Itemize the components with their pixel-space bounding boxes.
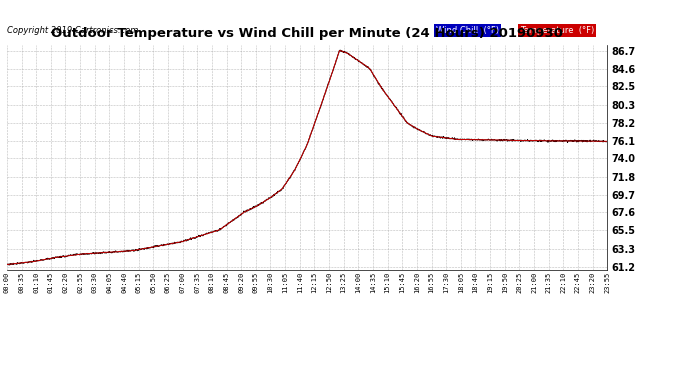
Text: Copyright 2019 Cartronics.com: Copyright 2019 Cartronics.com [7, 26, 138, 35]
Text: Temperature  (°F): Temperature (°F) [520, 26, 594, 35]
Title: Outdoor Temperature vs Wind Chill per Minute (24 Hours) 20190930: Outdoor Temperature vs Wind Chill per Mi… [51, 27, 563, 40]
Text: Wind Chill  (°F): Wind Chill (°F) [436, 26, 499, 35]
